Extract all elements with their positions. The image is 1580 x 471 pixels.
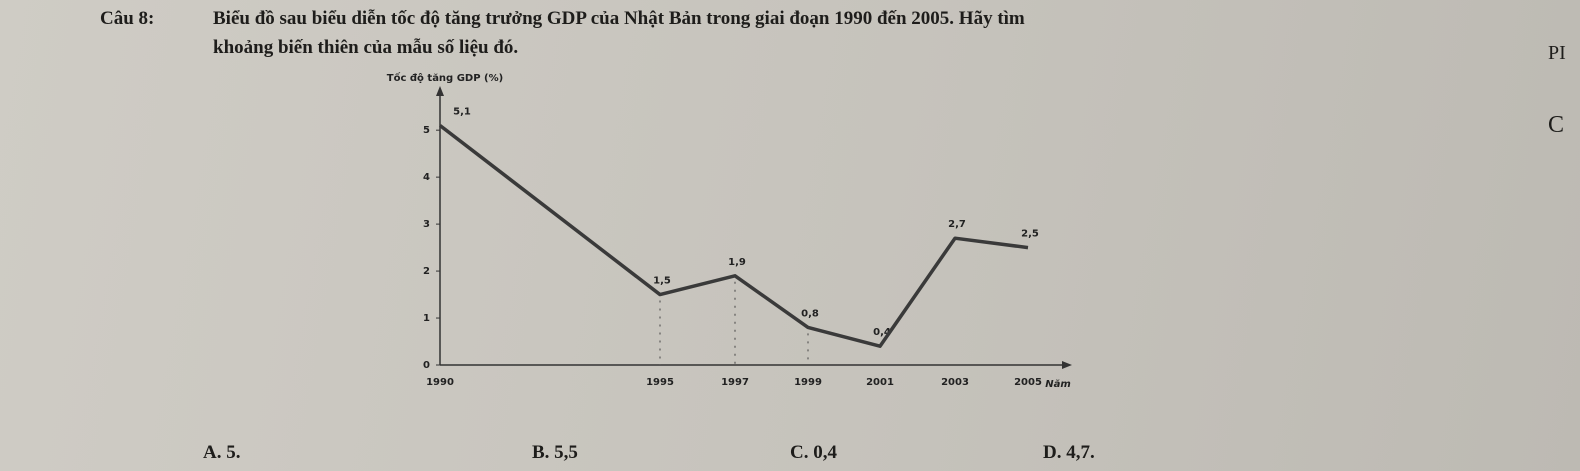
line (438, 124, 1029, 348)
value-label: 5,1 (453, 106, 471, 117)
value-label: 2,7 (948, 219, 966, 230)
x-tick-label: 1990 (426, 377, 454, 388)
value-label: 2,5 (1021, 229, 1039, 240)
value-label: 1,5 (653, 276, 671, 287)
x-tick-label: 1995 (646, 377, 674, 388)
option: B. 5,5 (532, 442, 578, 463)
y-tick-label: 2 (423, 266, 430, 277)
option: A. 5. (203, 442, 241, 463)
y-tick-label: 1 (423, 313, 430, 324)
x-tick-label: 2005 (1014, 377, 1042, 388)
y-tick-label: 5 (423, 125, 430, 136)
value-label: 0,8 (801, 308, 819, 319)
y-axis-label: Tốc độ tăng GDP (%) (387, 71, 503, 84)
option: C. 0,4 (790, 442, 837, 463)
x-tick-label: 2001 (866, 377, 894, 388)
x-axis-label: Năm (1045, 379, 1071, 390)
y-tick-label: 3 (423, 219, 430, 230)
x-arrow (1062, 361, 1072, 369)
question-text: Biểu đồ sau biểu diễn tốc độ tăng trưởng… (213, 8, 1025, 29)
y-tick-label: 0 (423, 360, 430, 371)
question-text: khoảng biến thiên của mẫu số liệu đó. (213, 37, 519, 58)
x-tick-label: 1999 (794, 377, 822, 388)
side-text: C (1548, 112, 1565, 138)
value-label: 0,4 (873, 327, 891, 338)
x-tick-label: 2003 (941, 377, 969, 388)
question-label: Câu 8: (100, 8, 155, 29)
x-tick-label: 1997 (721, 377, 749, 388)
value-label: 1,9 (728, 257, 746, 268)
y-tick-label: 4 (423, 172, 430, 183)
side-text: PI (1548, 42, 1566, 64)
option: D. 4,7. (1043, 442, 1095, 463)
y-arrow (436, 86, 444, 96)
